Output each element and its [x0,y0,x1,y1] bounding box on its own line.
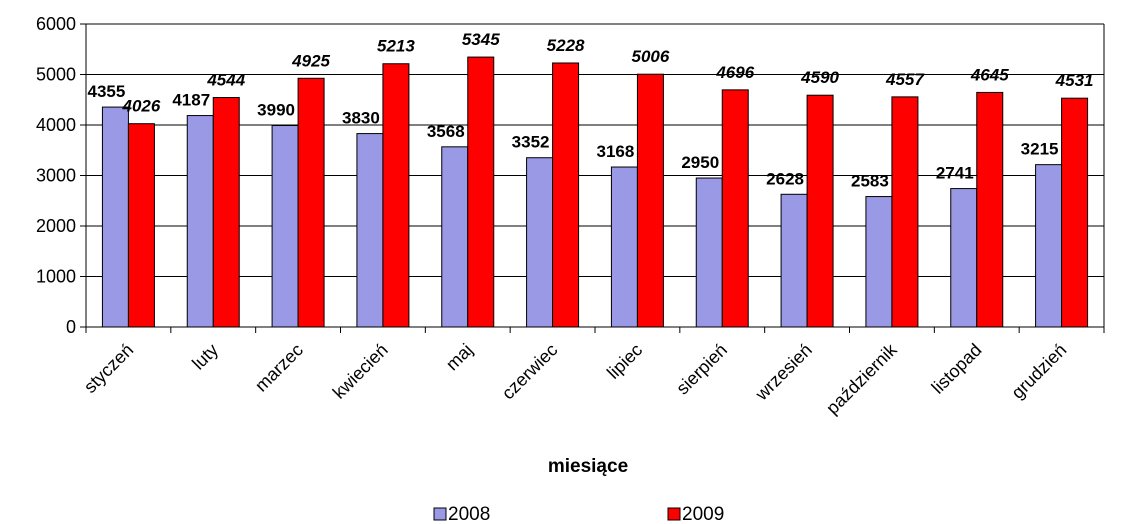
legend-swatch [433,507,447,521]
data-label-2008: 3990 [257,101,295,120]
data-label-2008: 3830 [342,109,380,128]
data-label-2009: 4590 [800,68,839,87]
y-tick-label: 0 [66,317,76,337]
data-label-2009: 4557 [885,70,925,89]
legend-item-2009: 2009 [667,504,724,524]
data-label-2009: 5213 [377,37,415,56]
category-label: luty [188,340,222,374]
x-axis-title: miesiące [548,456,628,477]
bar-2009 [297,77,325,328]
y-tick-label: 4000 [36,115,76,135]
bar-2008 [950,188,978,328]
data-label-2009: 4531 [1055,71,1094,90]
legend-item-2008: 2008 [433,504,490,524]
data-label-2009: 4925 [291,51,330,70]
data-label-2008: 2583 [851,172,889,191]
bar-2008 [865,196,893,328]
data-label-2009: 4026 [122,97,161,116]
axes [85,23,1105,333]
category-label: listopad [928,340,986,398]
bar-2008 [1035,164,1063,328]
y-axis-ticks: 0 1000 2000 3000 4000 5000 6000 [36,14,86,337]
bars [101,56,1089,328]
bar-2009 [891,96,919,328]
data-label-2009: 4645 [970,65,1009,84]
data-label-2008: 2741 [936,164,974,183]
bar-2009 [976,91,1004,328]
bar-2008 [695,177,723,328]
data-label-2008: 2950 [681,153,719,172]
bar-2009 [552,62,580,328]
data-label-2008: 4355 [88,82,126,101]
legend: 2008 2009 [433,504,724,524]
bar-2009 [806,94,834,328]
category-label: wrzesień [751,340,816,405]
bar-2009 [1061,97,1089,328]
bar-2008 [610,166,638,328]
category-label: lipiec [603,340,646,383]
data-label-2008: 2628 [766,169,804,188]
legend-label: 2008 [448,504,490,524]
category-label: grudzień [1007,340,1070,403]
bar-2009 [127,123,155,328]
bar-2008 [441,146,469,328]
category-label: październik [822,339,901,418]
bar-2009 [212,97,240,328]
bar-2008 [780,193,808,328]
bar-2009 [721,89,749,328]
data-label-2009: 5228 [547,36,585,55]
data-label-2009: 4696 [715,63,754,82]
bar-2009 [382,63,410,328]
y-tick-label: 3000 [36,166,76,186]
category-labels: styczeń luty marzec kwiecień maj czerwiec lipi… [80,339,1070,418]
data-label-2008: 4187 [172,91,210,110]
bar-2008 [271,125,299,328]
y-tick-label: 2000 [36,216,76,236]
data-label-2009: 5006 [632,47,670,66]
legend-label: 2009 [682,504,724,524]
bar-2008 [526,157,554,328]
category-label: czerwiec [498,340,562,404]
legend-swatch [667,507,681,521]
category-label: kwiecień [329,340,392,403]
y-tick-label: 6000 [36,14,76,34]
bar-2009 [636,73,664,328]
bar-2009 [467,56,495,328]
data-label-2008: 3215 [1021,140,1059,159]
data-label-2008: 3568 [427,122,465,141]
bar-2008 [101,106,129,328]
category-label: maj [442,340,477,375]
data-label-2009: 4544 [206,71,245,90]
y-tick-label: 1000 [36,267,76,287]
category-label: sierpień [672,340,731,399]
category-label: styczeń [80,340,137,397]
data-label-2008: 3168 [597,142,635,161]
y-tick-label: 5000 [36,65,76,85]
bar-2008 [186,115,214,328]
data-label-2009: 5345 [462,30,500,49]
category-label: marzec [251,340,307,396]
data-label-2008: 3352 [512,133,550,152]
bar-2008 [356,133,384,328]
